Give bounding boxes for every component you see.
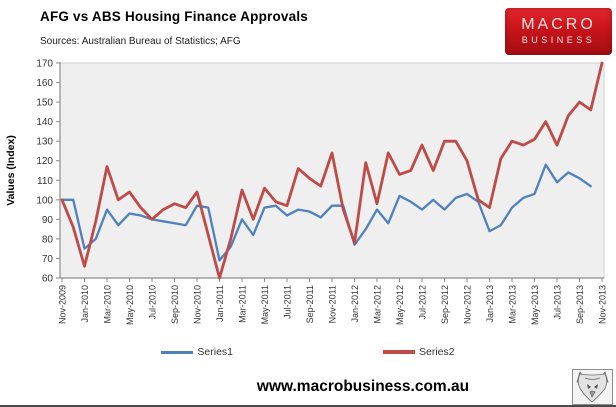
wolf-logo xyxy=(572,369,613,405)
x-tick-label: Mar-2010 xyxy=(103,285,113,324)
series2-label: Series2 xyxy=(419,346,455,358)
footer-url: www.macrobusiness.com.au xyxy=(256,378,470,395)
logo-text-business: BUSINESS xyxy=(521,35,596,45)
plot-area xyxy=(59,62,605,279)
y-tick-label: 160 xyxy=(36,78,53,89)
y-tick-label: 70 xyxy=(42,254,54,265)
x-tick-label: Jan-2012 xyxy=(350,285,360,323)
y-tick-label: 120 xyxy=(36,156,53,167)
x-tick-label: Mar-2012 xyxy=(373,285,383,324)
chart-legend: Series1 Series2 xyxy=(0,343,616,361)
y-tick-label: 150 xyxy=(36,98,53,109)
x-tick-label: Jan-2013 xyxy=(485,285,495,323)
series-line-series2 xyxy=(60,61,604,280)
y-tick-label: 80 xyxy=(42,234,54,245)
y-tick-label: 100 xyxy=(36,195,53,206)
chart-plot: 60 70 80 90 100 110 120 130 140 150 160 170 Nov-2009… xyxy=(5,59,608,326)
x-tick-label: Jul-2012 xyxy=(418,285,428,320)
series2-line-swatch xyxy=(383,350,415,354)
macrobusiness-logo: MACRO BUSINESS xyxy=(505,8,612,55)
y-axis-title: Values (Index) xyxy=(5,135,17,206)
x-tick-label: May-2013 xyxy=(530,285,540,325)
x-tick-label: Sep-2012 xyxy=(440,285,450,324)
series1-label: Series1 xyxy=(197,346,233,358)
x-tick-label: Mar-2013 xyxy=(508,285,518,324)
x-tick-label: Nov-2013 xyxy=(598,285,608,324)
x-tick-label: Sep-2011 xyxy=(305,285,315,323)
x-tick-label: Jul-2010 xyxy=(148,285,158,320)
chart-title: AFG vs ABS Housing Finance Approvals xyxy=(40,9,308,24)
x-tick-label: Nov-2012 xyxy=(463,285,473,324)
x-tick-label: Sep-2013 xyxy=(575,285,585,324)
series1-line-swatch xyxy=(161,350,194,354)
x-tick-label: Sep-2010 xyxy=(170,285,180,324)
x-tick-label: Nov-2011 xyxy=(328,285,338,323)
y-tick-label: 130 xyxy=(36,137,53,148)
logo-text-macro: MACRO xyxy=(521,16,596,33)
x-tick-label: Jan-2011 xyxy=(215,285,225,322)
y-tick-label: 140 xyxy=(36,117,53,128)
y-tick-label: 170 xyxy=(36,59,53,70)
chart-sources: Sources: Australian Bureau of Statistics… xyxy=(40,36,241,47)
x-tick-label: Nov-2009 xyxy=(58,285,68,324)
x-tick-label: Jul-2011 xyxy=(283,285,293,319)
wolf-icon xyxy=(576,371,609,403)
x-tick-label: Jul-2013 xyxy=(553,285,563,320)
x-tick-label: Mar-2011 xyxy=(238,285,248,323)
x-tick-label: Nov-2010 xyxy=(193,285,203,324)
y-tick-label: 90 xyxy=(42,215,54,226)
legend-item-series2: Series2 xyxy=(383,346,455,358)
legend-item-series1: Series1 xyxy=(161,346,233,358)
y-tick-label: 110 xyxy=(37,176,53,187)
y-tick-label: 60 xyxy=(42,274,54,285)
x-tick-label: May-2012 xyxy=(395,285,405,325)
x-tick-label: Jan-2010 xyxy=(80,285,90,323)
x-tick-label: May-2011 xyxy=(260,285,270,324)
x-tick-label: May-2010 xyxy=(125,285,135,325)
